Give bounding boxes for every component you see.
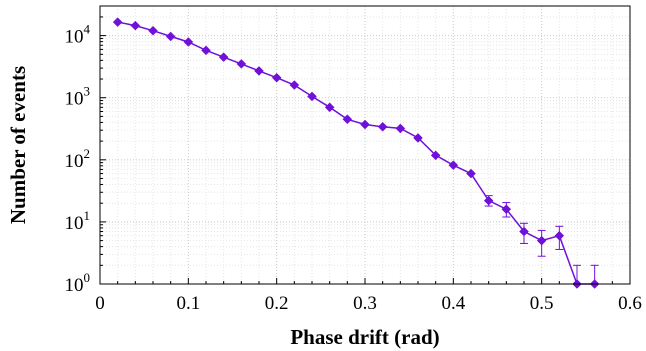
y-tick-label: 100 — [65, 270, 91, 296]
data-point — [201, 45, 211, 56]
data-point — [183, 37, 194, 47]
x-tick-label: 0.5 — [530, 293, 554, 314]
y-axis-ticks: 100 101 102 103 104 — [65, 5, 106, 296]
series-layer — [112, 17, 600, 289]
data-point — [430, 150, 441, 161]
x-tick-label: 0.2 — [265, 293, 289, 314]
data-point — [360, 119, 370, 130]
series-line — [117, 21, 595, 285]
data-point — [236, 59, 247, 69]
data-point — [519, 226, 529, 237]
data-point — [554, 230, 565, 241]
data-point — [289, 80, 300, 90]
data-point — [218, 52, 229, 63]
data-point — [342, 114, 353, 125]
data-point — [466, 168, 476, 179]
x-tick-label: 0.3 — [353, 293, 377, 314]
data-point — [165, 31, 176, 42]
data-point — [112, 17, 123, 27]
data-point — [413, 133, 423, 143]
data-point — [536, 235, 547, 246]
data-point — [483, 195, 494, 206]
y-tick-label: 102 — [65, 146, 91, 172]
data-point — [271, 72, 282, 83]
y-tick-label: 101 — [65, 208, 91, 234]
plot-frame — [99, 5, 631, 285]
data-point — [377, 121, 388, 132]
x-axis-title: Phase drift (rad) — [290, 325, 439, 349]
data-point — [307, 91, 317, 102]
grid-lines — [100, 5, 630, 284]
data-point — [324, 102, 335, 113]
y-tick-label: 103 — [65, 84, 91, 110]
x-tick-label: 0.4 — [441, 293, 465, 314]
y-axis-title: Number of events — [6, 66, 30, 224]
data-point — [448, 160, 459, 171]
x-tick-label: 0 — [95, 293, 105, 314]
data-point — [501, 204, 512, 215]
data-point — [130, 20, 141, 31]
y-tick-label: 104 — [65, 22, 91, 48]
data-point — [395, 123, 406, 134]
data-point — [254, 66, 264, 76]
x-tick-label: 0.1 — [176, 293, 200, 314]
data-point — [148, 25, 158, 36]
x-tick-label: 0.6 — [618, 293, 642, 314]
x-axis-ticks: 0 0.1 0.2 0.3 0.4 0.5 0.6 — [95, 278, 642, 314]
